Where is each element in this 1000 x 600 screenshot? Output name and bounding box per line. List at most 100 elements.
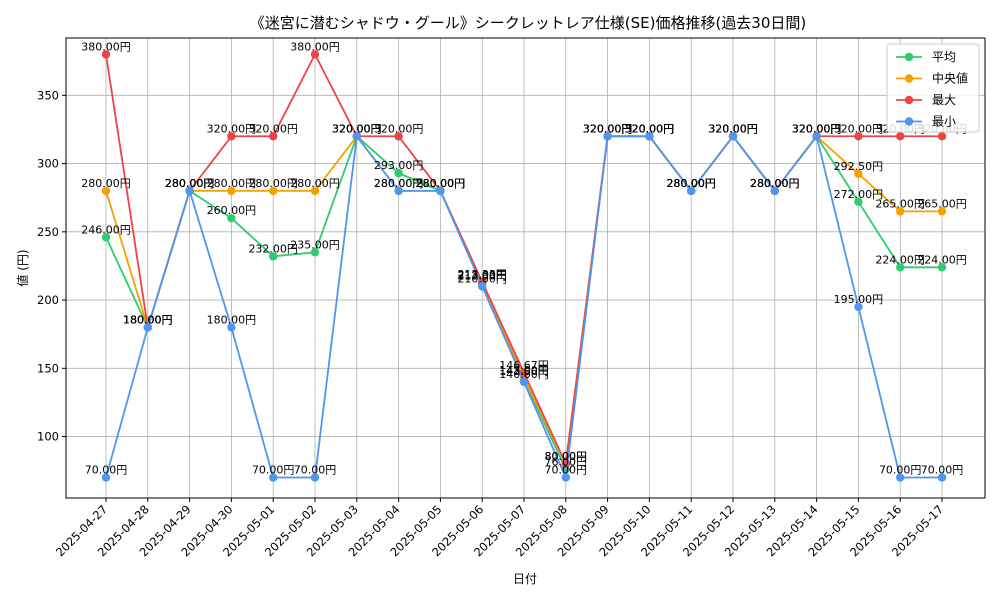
data-point: [937, 132, 947, 141]
data-label: 272.00円: [834, 188, 884, 201]
data-label: 212.00円: [457, 270, 507, 283]
data-point: [310, 473, 320, 482]
data-point: [310, 186, 320, 196]
data-label: 140.00円: [499, 368, 549, 381]
data-point: [896, 473, 905, 482]
legend-marker: [904, 74, 914, 83]
data-label: 320.00円: [708, 122, 758, 135]
data-point: [896, 132, 905, 141]
legend-box: [886, 43, 980, 133]
data-label: 195.00円: [834, 293, 884, 306]
legend-label: 最大: [932, 93, 956, 107]
data-label: 280.00円: [165, 177, 215, 190]
data-label: 320.00円: [332, 122, 382, 135]
legend-marker: [904, 52, 914, 62]
data-point: [812, 132, 821, 141]
data-label: 180.00円: [123, 313, 173, 326]
data-label: 70.00円: [294, 464, 337, 477]
data-label: 143.00円: [499, 364, 549, 377]
data-label: 70.00円: [879, 464, 922, 477]
data-label: 320.00円: [583, 122, 633, 135]
data-label: 142.00円: [499, 365, 549, 378]
data-point: [394, 132, 403, 141]
data-label: 280.00円: [750, 177, 800, 190]
data-label: 210.00円: [457, 272, 507, 285]
data-label: 280.00円: [374, 177, 424, 190]
data-label: 280.00円: [248, 177, 298, 190]
data-point: [937, 473, 947, 482]
data-point: [269, 473, 278, 482]
data-label: 213.00円: [457, 268, 507, 281]
data-label: 320.00円: [583, 122, 633, 135]
plot-frame: [65, 37, 986, 499]
data-label: 380.00円: [290, 40, 340, 53]
data-label: 180.00円: [123, 313, 173, 326]
data-label: 232.00円: [248, 242, 298, 255]
legend-marker: [904, 117, 914, 126]
data-point: [269, 186, 278, 196]
data-point: [770, 186, 779, 196]
data-label: 320.00円: [625, 122, 675, 135]
series-3: [101, 132, 947, 482]
data-label: 320.00円: [792, 122, 842, 135]
data-point: [394, 168, 403, 178]
data-label: 70.00円: [85, 464, 128, 477]
data-label: 280.00円: [666, 177, 716, 190]
data-point: [854, 132, 863, 141]
data-label: 70.00円: [545, 464, 588, 477]
data-label: 180.00円: [123, 313, 173, 326]
data-point: [854, 169, 863, 179]
data-labels: 246.00円 180.00円 280.00円 260.00円 232.00円235.0…: [81, 40, 967, 476]
y-tick-label: 200: [37, 293, 59, 307]
data-point: [854, 302, 863, 312]
data-label: 180.00円: [207, 313, 257, 326]
data-point: [185, 186, 194, 196]
data-label: 280.00円: [165, 177, 215, 190]
data-point: [227, 213, 236, 223]
data-point: [896, 207, 905, 216]
data-label: 320.00円: [332, 122, 382, 135]
data-label: 246.00円: [81, 223, 131, 236]
data-point: [310, 248, 320, 257]
data-label: 320.00円: [708, 122, 758, 135]
data-label: 280.00円: [416, 177, 466, 190]
data-label: 280.00円: [416, 177, 466, 190]
x-axis: 2025-04-272025-04-282025-04-292025-04-30…: [53, 498, 946, 559]
data-label: 213.33円: [457, 268, 507, 281]
data-label: 80.00円: [545, 450, 588, 463]
data-point: [352, 132, 361, 141]
data-label: 280.00円: [290, 177, 340, 190]
y-tick-label: 250: [37, 225, 59, 239]
data-label: 280.00円: [666, 177, 716, 190]
data-point: [227, 186, 236, 196]
data-label: 280.00円: [416, 177, 466, 190]
legend-label: 平均: [932, 50, 956, 64]
grid: [66, 38, 985, 498]
chart-title: 《迷宮に潜むシャドウ・グール》シークレットレア仕様(SE)価格推移(過去30日間…: [250, 14, 807, 32]
data-label: 70.00円: [252, 464, 295, 477]
data-point: [310, 50, 320, 59]
data-label: 320.00円: [708, 122, 758, 135]
data-point: [687, 186, 696, 196]
data-point: [854, 197, 863, 206]
series-layer: [101, 50, 947, 482]
data-label: 280.00円: [165, 177, 215, 190]
legend-label: 中央値: [932, 71, 968, 86]
data-label: 280.00円: [750, 177, 800, 190]
data-point: [143, 323, 152, 332]
data-label: 280.00円: [750, 177, 800, 190]
data-label: 320.00円: [332, 122, 382, 135]
data-point: [519, 377, 529, 387]
data-label: 320.00円: [708, 122, 758, 135]
data-label: 224.00円: [917, 253, 967, 266]
legend-label: 最小: [932, 115, 956, 129]
data-label: 320.00円: [374, 122, 424, 135]
data-point: [101, 50, 111, 59]
data-label: 265.00円: [917, 197, 967, 210]
data-point: [101, 186, 111, 196]
data-point: [269, 132, 278, 141]
data-label: 76.00円: [545, 455, 588, 468]
data-label: 320.00円: [792, 122, 842, 135]
